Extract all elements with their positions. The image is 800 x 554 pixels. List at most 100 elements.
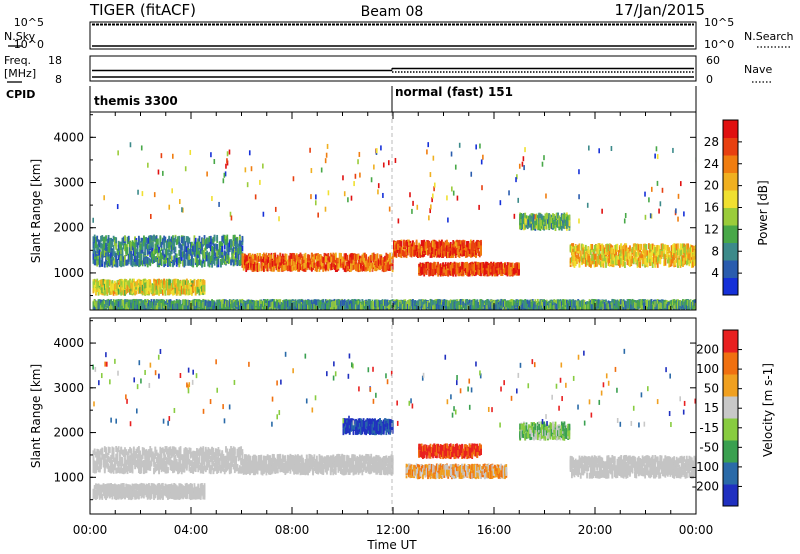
echo-cell-6 — [631, 256, 634, 263]
echo-cell-1 — [137, 287, 140, 294]
echo-cell-3 — [467, 250, 470, 257]
echo-cell-0 — [240, 240, 243, 247]
echo-cell-0 — [131, 244, 134, 251]
echo-cell-6 — [617, 250, 620, 257]
echo-cell-2 — [246, 255, 249, 262]
echo-cell-5 — [538, 215, 540, 222]
echo-cell-1 — [178, 284, 181, 291]
echo-cell-2 — [352, 258, 355, 265]
echo-cell-6 — [607, 244, 610, 251]
echo-cell-6 — [597, 253, 600, 260]
echo-cell-0 — [154, 248, 157, 255]
echo-cell-3 — [478, 251, 481, 258]
echo-cell-2 — [246, 264, 249, 271]
echo-cell-0 — [191, 248, 193, 255]
echo-cell-0 — [175, 257, 178, 264]
echo-cell-4 — [500, 264, 503, 271]
echo-cell-3 — [472, 250, 475, 257]
echo-cell-1 — [189, 279, 192, 286]
echo-cell-2 — [332, 255, 335, 262]
echo-cell-0 — [108, 247, 111, 254]
echo-cell-1 — [174, 287, 177, 294]
echo-cell-2 — [303, 259, 306, 266]
echo-cell-2 — [346, 263, 349, 270]
echo-cell-0 — [100, 235, 102, 242]
echo-cell-6 — [612, 254, 615, 261]
echo-cell-6 — [600, 245, 602, 252]
echo-cell-1 — [132, 286, 135, 293]
echo-cell-0 — [187, 241, 190, 248]
echo-cell-2 — [298, 256, 301, 263]
echo-cell-2 — [380, 259, 383, 266]
echo-cell-2 — [259, 252, 261, 259]
echo-cell-2 — [292, 259, 294, 266]
echo-cell-0 — [198, 235, 201, 242]
echo-cell-0 — [106, 254, 109, 261]
echo-cell-1 — [121, 288, 124, 295]
echo-cell-2 — [290, 264, 293, 271]
echo-cell-1 — [182, 284, 184, 291]
echo-cell-6 — [693, 260, 696, 267]
echo-cell-7 — [103, 300, 106, 307]
echo-cell-4 — [517, 263, 520, 270]
echo-cell-2 — [371, 252, 374, 259]
echo-cell-2 — [256, 266, 259, 273]
echo-cell-6 — [629, 245, 631, 252]
echo-cell-6 — [601, 249, 604, 256]
echo-cell-5 — [548, 213, 551, 220]
echo-cell-1 — [92, 282, 95, 289]
echo-cell-0 — [204, 254, 207, 261]
echo-cell-1 — [161, 282, 164, 289]
echo-cell-3 — [480, 249, 482, 256]
echo-cell-0 — [241, 245, 244, 252]
echo-cell-6 — [636, 243, 639, 250]
echo-cell-2 — [362, 265, 365, 272]
echo-cell-1 — [179, 289, 182, 296]
echo-cell-1 — [151, 285, 154, 292]
echo-cell-6 — [581, 243, 583, 250]
echo-cell-2 — [255, 260, 258, 267]
echo-cell-0 — [124, 259, 126, 266]
echo-cell-6 — [632, 258, 635, 265]
echo-cell-4 — [499, 268, 501, 275]
echo-cell-2 — [348, 255, 351, 262]
echo-cell-7 — [140, 303, 143, 310]
echo-cell-0 — [241, 235, 244, 242]
echo-cell-4 — [434, 268, 437, 275]
echo-cell-1 — [103, 289, 106, 296]
nsky-tick-top-right: 10^5 — [704, 16, 734, 29]
echo-cell-6 — [617, 259, 620, 266]
echo-cell-6 — [668, 247, 671, 254]
echo-cell-0 — [187, 250, 190, 257]
echo-cell-3 — [395, 243, 398, 250]
echo-cell-4 — [459, 269, 462, 276]
echo-cell-0 — [207, 256, 210, 263]
echo-cell-3 — [416, 248, 419, 255]
echo-cell-0 — [213, 256, 216, 263]
echo-cell-6 — [668, 257, 671, 264]
echo-cell-1 — [111, 283, 114, 290]
echo-cell-0 — [121, 247, 124, 254]
echo-cell-6 — [687, 248, 689, 255]
echo-cell-3 — [468, 243, 471, 250]
echo-cell-0 — [197, 251, 200, 258]
echo-cell-0 — [227, 258, 230, 265]
echo-cell-1 — [148, 279, 150, 286]
echo-cell-6 — [571, 256, 573, 263]
echo-cell-1 — [198, 289, 201, 296]
echo-cell-0 — [212, 257, 215, 264]
echo-cell-1 — [144, 282, 147, 289]
echo-cell-1 — [184, 280, 187, 287]
echo-cell-6 — [649, 252, 652, 259]
echo-cell-2 — [276, 265, 279, 272]
echo-cell-6 — [574, 260, 577, 267]
echo-cell-1 — [170, 284, 173, 291]
echo-cell-6 — [583, 249, 586, 256]
echo-cell-0 — [179, 249, 182, 256]
echo-cell-3 — [472, 242, 475, 249]
echo-cell-0 — [209, 235, 212, 242]
echo-cell-6 — [606, 249, 609, 256]
echo-cell-6 — [649, 244, 652, 251]
echo-cell-2 — [302, 258, 304, 265]
echo-cell-1 — [170, 288, 173, 295]
